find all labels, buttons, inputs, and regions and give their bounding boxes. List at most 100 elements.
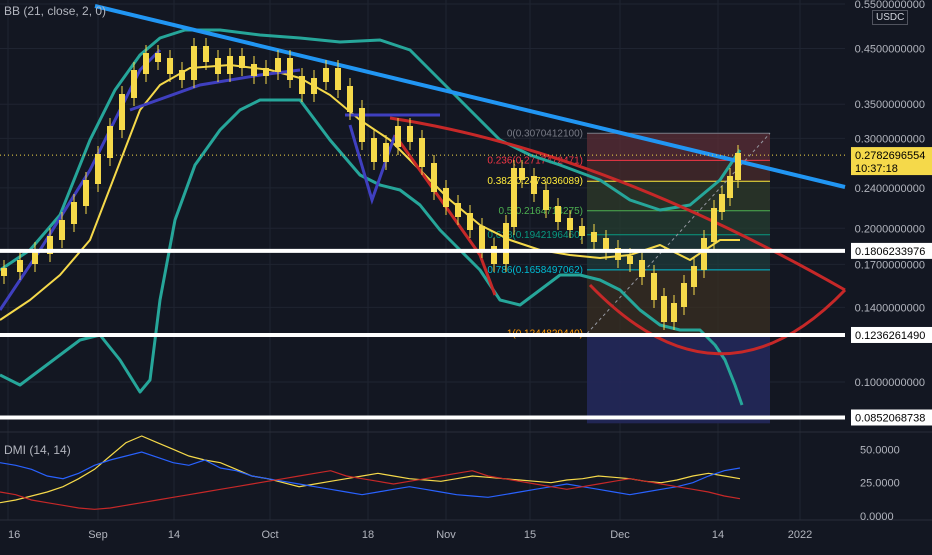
candle-body [567, 218, 573, 230]
price-tick-label: 0.1400000000 [855, 302, 925, 314]
candle-body [519, 168, 525, 180]
time-tick-label: 16 [8, 529, 20, 541]
candle-body [251, 64, 257, 76]
red-trendline [389, 116, 846, 292]
dmi-tick-label: 25.0000 [860, 478, 900, 490]
candle-body [701, 238, 707, 270]
price-tick-label: 0.5500000000 [855, 0, 925, 11]
time-tick-label: Sep [88, 529, 108, 541]
candle-body [263, 68, 269, 76]
dmi-minus-line [0, 470, 741, 510]
price-tick-label: 0.2400000000 [855, 183, 925, 195]
adx-line [0, 435, 741, 504]
candle-body [503, 223, 509, 264]
bollinger-lower [0, 98, 744, 406]
candle-body [95, 154, 101, 184]
time-tick-label: 18 [362, 529, 374, 541]
candle-body [59, 220, 65, 240]
candle-body [639, 260, 645, 277]
candle-body [227, 56, 233, 74]
candle-body [443, 188, 449, 207]
candle-body [395, 126, 401, 147]
candles [1, 38, 741, 330]
candle-body [661, 296, 667, 322]
candle-body [1, 268, 7, 276]
bollinger-bands [0, 28, 744, 406]
dmi-tick-label: 0.0000 [860, 511, 894, 523]
candle-body [119, 94, 125, 130]
candle-body [239, 56, 245, 68]
indicator-legend-bb[interactable]: BB (21, close, 2, 0) [4, 4, 107, 18]
candle-body [431, 163, 437, 192]
candle-body [407, 126, 413, 142]
time-tick-label: Nov [436, 529, 456, 541]
fib-zone-band [587, 210, 770, 235]
candle-body [287, 58, 293, 80]
candle-body [531, 176, 537, 194]
candle-body [299, 76, 305, 94]
price-tag [851, 242, 932, 259]
price-tag-label: 0.2782696554 [855, 150, 925, 162]
candle-body [215, 58, 221, 74]
dmi-pane [0, 431, 932, 521]
candle-body [191, 46, 197, 80]
indicator-legend-dmi[interactable]: DMI (14, 14) [4, 443, 71, 457]
candle-body [359, 108, 365, 142]
candle-body [467, 213, 473, 230]
fib-zone-extension [587, 333, 770, 424]
candle-body [275, 58, 281, 72]
candle-body [83, 180, 89, 206]
price-tick-label: 0.3000000000 [855, 133, 925, 145]
candle-body [671, 303, 677, 322]
price-tag [851, 147, 932, 176]
price-tag-label: 0.1236261490 [855, 330, 925, 342]
candle-body [511, 168, 517, 227]
bollinger-upper [0, 28, 742, 272]
price-tag [851, 409, 932, 426]
candle-body [615, 248, 621, 260]
candle-body [131, 70, 137, 98]
time-tick-label: 15 [524, 529, 536, 541]
candle-body [603, 238, 609, 252]
candle-body [711, 208, 717, 242]
candle-body [681, 283, 687, 307]
candle-body [491, 246, 497, 264]
candle-body [579, 226, 585, 236]
price-tag-label: 0.0852068738 [855, 412, 925, 424]
price-tick-label: 0.4500000000 [855, 43, 925, 55]
fib-level-label: 0.786(0.1658497062) [487, 265, 583, 276]
time-tick-label: 14 [168, 529, 180, 541]
bollinger-basis [0, 64, 740, 321]
price-tick-label: 0.1000000000 [855, 377, 925, 389]
candle-body [167, 58, 173, 74]
price-tick-label: 0.2000000000 [855, 223, 925, 235]
price-tick-label: 0.1700000000 [855, 259, 925, 271]
candle-body [17, 260, 23, 272]
candle-body [419, 138, 425, 167]
time-tick-label: 14 [712, 529, 724, 541]
support-levels [0, 154, 845, 420]
axes: 0.5500000000 0.4500000000 0.3500000000 0.30… [8, 0, 932, 541]
currency-badge: USDC [872, 10, 909, 25]
price-tag-label: 0.1806233976 [855, 246, 925, 258]
candle-body [179, 70, 185, 80]
candle-body [727, 176, 733, 198]
candle-body [651, 273, 657, 300]
time-tick-label: Oct [261, 529, 278, 541]
candle-body [591, 232, 597, 242]
dmi-plus-line [0, 451, 741, 498]
candle-body [32, 250, 38, 264]
wedge-red [393, 134, 497, 296]
candle-body [543, 190, 549, 210]
time-tick-label: 2022 [788, 529, 812, 541]
candle-body [47, 236, 53, 254]
candle-body [371, 138, 377, 162]
candle-body [719, 194, 725, 212]
candle-body [143, 53, 149, 74]
price-tag-time: 10:37:18 [855, 163, 898, 175]
main-trendline [94, 4, 846, 189]
candle-body [71, 202, 77, 224]
fib-zone-band [587, 269, 770, 334]
